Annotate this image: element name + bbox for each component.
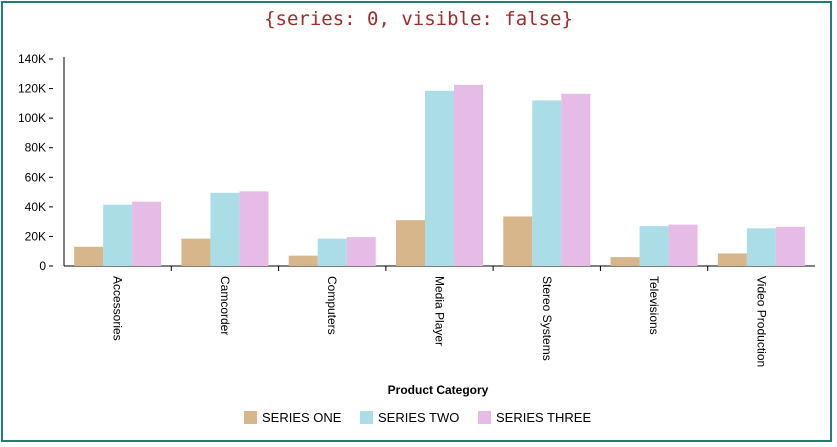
y-tick-label: 0 bbox=[39, 259, 46, 273]
y-tick-label: 140K bbox=[18, 52, 46, 66]
y-tick-label: 60K bbox=[25, 170, 46, 184]
bar-series-three bbox=[132, 201, 162, 266]
bar-series-one bbox=[396, 220, 425, 266]
legend-swatch bbox=[478, 411, 491, 424]
legend-label: SERIES TWO bbox=[378, 410, 459, 425]
y-tick-label: 120K bbox=[18, 82, 46, 96]
legend-swatch bbox=[244, 411, 257, 424]
y-tick-label: 100K bbox=[18, 111, 46, 125]
x-tick-label: Stereo Systems bbox=[540, 276, 554, 361]
bar-series-three bbox=[775, 226, 805, 266]
bar-series-one bbox=[181, 238, 211, 266]
y-tick-label: 20K bbox=[25, 229, 46, 243]
legend-label: SERIES THREE bbox=[496, 410, 591, 425]
bar-series-two bbox=[210, 192, 240, 266]
legend-swatch bbox=[360, 411, 373, 424]
bar-series-one bbox=[717, 253, 747, 266]
y-tick-label: 80K bbox=[25, 141, 46, 155]
x-tick-label: Media Player bbox=[433, 276, 447, 346]
bar-series-one bbox=[74, 246, 104, 266]
bar-series-one bbox=[610, 257, 640, 266]
x-tick-label: Computers bbox=[325, 276, 339, 335]
x-tick-label: Televisions bbox=[647, 276, 661, 335]
bar-series-two bbox=[532, 100, 562, 267]
x-axis-title: Product Category bbox=[388, 383, 489, 397]
bar-series-three bbox=[454, 84, 483, 266]
bar-series-two bbox=[103, 204, 133, 266]
bar-series-three bbox=[239, 191, 269, 266]
bar-series-three bbox=[668, 224, 698, 266]
chart-title: {series: 0, visible: false} bbox=[264, 8, 573, 30]
x-tick-label: Video Production bbox=[754, 276, 768, 367]
bar-series-two bbox=[425, 90, 454, 267]
bar-series-two bbox=[746, 228, 776, 266]
bar-series-three bbox=[561, 93, 591, 266]
bar-series-two bbox=[639, 226, 669, 266]
x-tick-label: Accessories bbox=[111, 276, 125, 341]
bar-series-three bbox=[346, 237, 376, 266]
bar-series-two bbox=[317, 238, 347, 266]
legend-label: SERIES ONE bbox=[262, 410, 342, 425]
x-tick-label: Camcorder bbox=[218, 276, 232, 335]
bar-series-one bbox=[288, 255, 318, 266]
bar-series-one bbox=[503, 216, 533, 266]
y-tick-label: 40K bbox=[25, 200, 46, 214]
